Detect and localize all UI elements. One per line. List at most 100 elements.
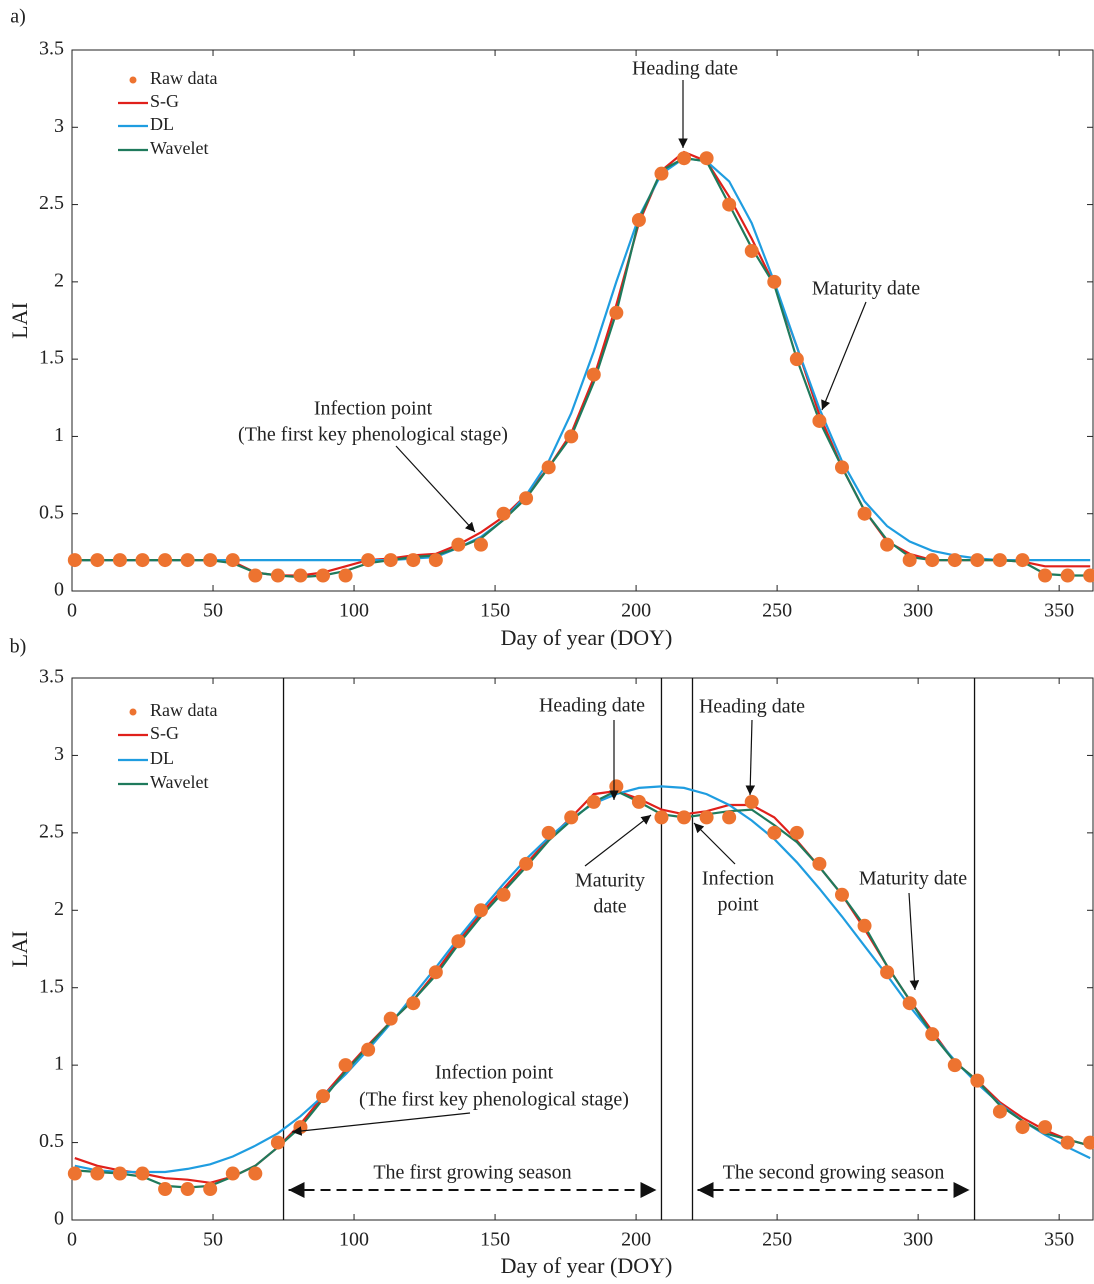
y-axis-label: LAI [7,302,32,339]
legend-label: DL [150,748,174,768]
y-tick-label: 2 [54,898,64,920]
raw-point [925,1027,940,1042]
x-tick-label: 350 [1044,1229,1074,1251]
series-line [74,789,1091,1184]
legend-marker [129,76,137,84]
legend-label: Raw data [150,68,217,88]
y-tick-label: 3 [54,743,64,765]
x-tick-label: 250 [762,1229,792,1251]
raw-point [631,213,646,228]
raw-point [609,305,624,320]
annotation: Heading date [539,695,645,717]
x-tick-label: 0 [67,600,77,622]
raw-point [654,166,669,181]
panel: b) 0 0.5 1 1.5 2 2.5 3 3.5 0 50 100 150 200 250 300 350 D… [7,636,1094,1278]
season-label: The first growing season [373,1162,571,1184]
annotation-arrow [908,892,920,991]
raw-point [902,553,917,568]
panel: a) 0 0.5 1 1.5 2 2.5 3 3.5 0 50 100 150 200 250 300 350 D… [7,6,1094,650]
raw-point [158,553,173,568]
raw-point [970,1073,985,1088]
y-tick-label: 2 [54,269,64,291]
raw-point [541,460,556,475]
y-tick-label: 1.5 [39,975,64,997]
raw-point [947,1058,962,1073]
raw-point [496,506,511,521]
raw-point [1038,568,1053,583]
x-tick-label: 50 [203,1229,223,1251]
annotation: Maturity date [812,278,920,300]
raw-point [564,810,579,825]
y-axis-label: LAI [7,931,32,968]
raw-point [225,553,240,568]
x-tick-label: 350 [1044,600,1074,622]
raw-point [135,1166,150,1181]
plot-frame [71,677,1094,1221]
raw-point [992,1104,1007,1119]
raw-point [270,568,285,583]
series-line [74,785,1091,1174]
raw-point [112,1166,127,1181]
raw-point [316,568,331,583]
raw-point [789,352,804,367]
raw-point [677,810,692,825]
raw-point [834,460,849,475]
raw-point [631,794,646,809]
raw-point [158,1182,173,1197]
series-line [74,157,1091,562]
raw-point [90,553,105,568]
annotation-arrow [291,1112,471,1136]
annotation: Infection point [435,1062,554,1084]
legend-label: DL [150,114,174,134]
annotation: Maturity date [859,868,967,890]
raw-point [90,1166,105,1181]
series-line [74,789,1091,1189]
raw-point [519,856,534,871]
raw-point [473,537,488,552]
x-tick-label: 250 [762,600,792,622]
legend-marker [129,708,137,716]
raw-point [812,856,827,871]
raw-point [767,825,782,840]
raw-point [744,243,759,258]
x-tick-label: 200 [621,600,651,622]
y-tick-label: 2.5 [39,192,64,214]
y-tick-label: 1.5 [39,347,64,369]
raw-point [428,553,443,568]
annotation: Maturity [575,870,645,892]
raw-point [451,537,466,552]
y-tick-label: 3.5 [39,666,64,688]
raw-point [947,553,962,568]
raw-point [67,553,82,568]
raw-point [293,568,308,583]
raw-point [406,996,421,1011]
legend-label: Raw data [150,700,217,720]
raw-point [67,1166,82,1181]
raw-point [1015,1120,1030,1135]
y-tick-label: 0 [54,1208,64,1230]
annotation: (The first key phenological stage) [238,424,508,446]
y-tick-label: 1 [54,424,64,446]
x-tick-label: 50 [203,600,223,622]
raw-point [992,553,1007,568]
y-tick-label: 0.5 [39,1130,64,1152]
raw-point [902,996,917,1011]
raw-point [880,537,895,552]
raw-point [496,887,511,902]
raw-point [361,553,376,568]
raw-point [1060,1135,1075,1150]
plot-frame [71,49,1094,592]
raw-point [699,151,714,166]
panel-label: a) [10,6,26,28]
raw-point [609,779,624,794]
raw-point [180,553,195,568]
raw-point [225,1166,240,1181]
raw-point [270,1135,285,1150]
annotation-arrow [395,445,476,533]
raw-point [1038,1120,1053,1135]
legend-label: S-G [150,91,179,111]
raw-point [248,568,263,583]
y-tick-label: 0 [54,579,64,601]
raw-point [857,918,872,933]
raw-point [767,274,782,289]
